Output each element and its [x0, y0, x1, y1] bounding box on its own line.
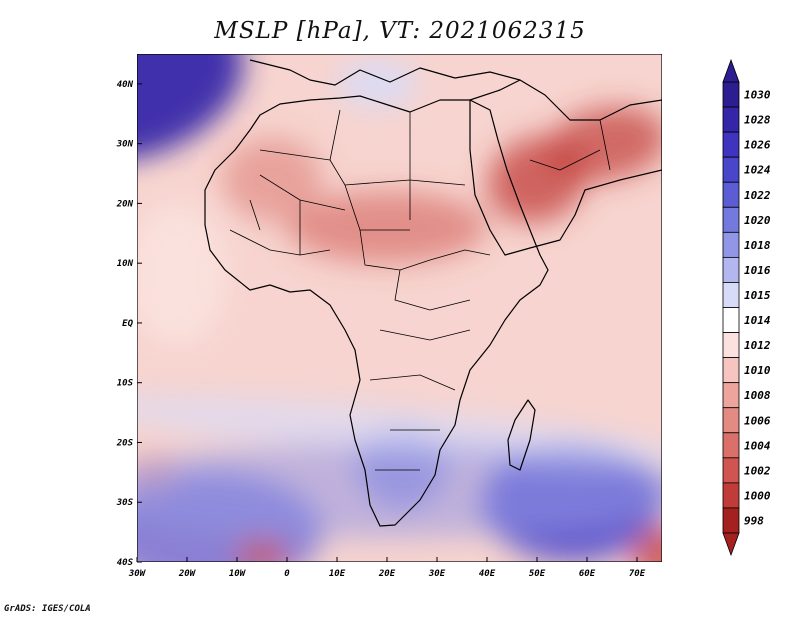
colorbar-label: 1018	[744, 239, 771, 252]
africa-coastline	[204, 95, 549, 527]
colorbar-label: 1014	[744, 314, 771, 327]
pressure-field-ridge-west-africa-coast	[137, 203, 227, 347]
longitude-tick-label: 20E	[378, 569, 396, 579]
colorbar-swatch	[722, 457, 740, 484]
colorbar-swatch	[722, 231, 740, 258]
longitude-tick-label: 40E	[479, 569, 496, 579]
grads-credit: GrADS: IGES/COLA	[4, 604, 91, 614]
pressure-field-low-south-atlantic-small	[237, 538, 287, 562]
colorbar-label: 1012	[744, 339, 771, 352]
latitude-tick-label: 20S	[116, 438, 134, 448]
longitude-tick-label: 60E	[579, 569, 596, 579]
longitude-axis: 30W 20W 10W 0 10E 20E 30E 40E 50E 60E 70E	[128, 557, 646, 579]
colorbar-label: 1026	[744, 139, 771, 152]
colorbar-label: 1000	[744, 489, 771, 502]
map-figure: 30W 20W 10W 0 10E 20E 30E 40E 50E 60E 70E 40N 30N 20…	[116, 54, 771, 579]
country-borders	[229, 109, 611, 471]
colorbar-label: 1008	[744, 389, 771, 402]
colorbar-label: 1028	[744, 114, 771, 127]
colorbar-swatch	[722, 382, 740, 409]
latitude-tick-label: 30N	[116, 140, 134, 150]
colorbar-label: 1024	[744, 164, 771, 177]
colorbar-label: 1022	[744, 189, 771, 202]
pressure-field-ridge-mediterranean	[337, 59, 417, 108]
colorbar-label: 1030	[744, 89, 771, 102]
colorbar-swatch	[722, 432, 740, 459]
longitude-tick-label: 30W	[128, 569, 147, 579]
colorbar-swatch	[722, 482, 740, 509]
pressure-field-low-sahara-west	[222, 137, 322, 222]
arabia-coastline	[469, 79, 662, 256]
colorbar-swatch	[722, 407, 740, 434]
colorbar-swatch	[722, 156, 740, 183]
pressure-field-high-north-atlantic	[137, 54, 244, 162]
colorbar-label: 1006	[744, 414, 771, 427]
colorbar-label: 1010	[744, 364, 771, 377]
longitude-tick-label: 30E	[428, 569, 446, 579]
longitude-tick-label: 10E	[329, 569, 346, 579]
colorbar-swatch	[722, 181, 740, 208]
colorbar-swatch	[722, 307, 740, 333]
colorbar-swatch	[722, 131, 740, 158]
latitude-tick-label: 30S	[116, 498, 134, 508]
latitude-axis: 40N 30N 20N 10N EQ 10S 20S 30S 40S	[116, 80, 142, 568]
pressure-field-low-sahel	[287, 191, 487, 264]
colorbar-swatch	[722, 256, 740, 283]
colorbar-label: 1002	[744, 464, 771, 477]
colorbar-swatch	[722, 507, 740, 534]
colorbar-swatch	[722, 81, 740, 108]
latitude-tick-label: 20N	[116, 199, 134, 209]
colorbar-swatch	[722, 357, 740, 384]
colorbar: 1030 1028 1026 1024 1022 1020 1018 1016 1015 1014…	[722, 58, 771, 557]
longitude-tick-label: 70E	[629, 569, 646, 579]
colorbar-min-arrow	[722, 532, 740, 557]
latitude-tick-label: 40N	[117, 80, 134, 90]
colorbar-swatch	[722, 206, 740, 233]
longitude-tick-label: 0	[284, 569, 290, 579]
latitude-tick-label: 40S	[117, 558, 134, 568]
colorbar-label: 998	[744, 514, 764, 527]
colorbar-label: 1016	[744, 264, 771, 277]
pressure-field-low-southeast-corner	[632, 526, 662, 562]
latitude-tick-label: EQ	[122, 319, 133, 329]
colorbar-label: 1004	[744, 439, 771, 452]
latitude-tick-label: 10N	[117, 259, 134, 269]
colorbar-swatch	[722, 282, 740, 308]
colorbar-swatch	[722, 106, 740, 133]
madagascar-outline	[507, 399, 536, 471]
colorbar-label: 1015	[744, 289, 771, 302]
europe-coastline	[249, 59, 521, 86]
colorbar-label: 1020	[744, 214, 771, 227]
pressure-field-band-south-midlat	[137, 395, 662, 466]
longitude-tick-label: 20W	[178, 569, 197, 579]
colorbar-max-arrow	[722, 58, 740, 83]
latitude-tick-label: 10S	[117, 379, 134, 389]
colorbar-swatch	[722, 332, 740, 359]
longitude-tick-label: 10W	[229, 569, 247, 579]
map-title: MSLP [hPa], VT: 2021062315	[214, 18, 586, 44]
pressure-field-low-pakistan-iran	[547, 106, 662, 181]
longitude-tick-label: 50E	[529, 569, 546, 579]
map-area	[137, 54, 662, 562]
pressure-field-band-south-subtropics	[137, 442, 662, 539]
